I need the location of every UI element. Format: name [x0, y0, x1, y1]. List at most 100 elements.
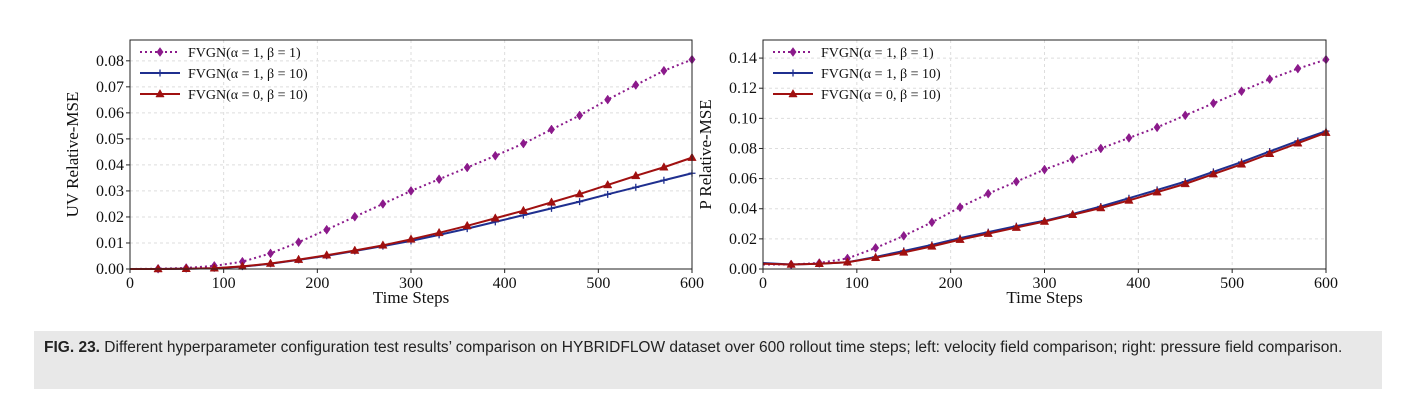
y-tick-label: 0.01 [96, 235, 124, 252]
series-0-point [984, 188, 992, 199]
series-1-point [660, 176, 668, 184]
series-1-point [604, 190, 612, 198]
series-0-point [1012, 176, 1020, 187]
series-2-point [1265, 148, 1275, 157]
y-axis-label: P Relative-MSE [696, 99, 715, 209]
legend-label-0: FVGN(α = 1, β = 1) [188, 46, 301, 61]
series-2-point [1039, 216, 1050, 225]
x-tick-label: 0 [759, 275, 767, 292]
x-tick-label: 100 [845, 275, 869, 292]
series-2-point [350, 245, 360, 254]
y-tick-label: 0.12 [729, 80, 757, 97]
legend-marker-1 [156, 69, 164, 77]
figure-charts: 0 100 200 300 400 500 600 0.00 0.01 0.02 0.03 0.04 0… [63, 39, 1338, 307]
x-tick-label: 300 [399, 275, 423, 292]
series-0-point [956, 202, 964, 213]
legend-marker-2 [788, 88, 798, 98]
legend-marker-2 [155, 88, 165, 98]
series-2-point [490, 213, 500, 222]
series-0-point [323, 224, 331, 235]
x-tick-label: 500 [586, 275, 610, 292]
series-2-point [1011, 222, 1021, 231]
series-1-point [632, 183, 640, 191]
series-0-point [660, 65, 668, 76]
series-2-point [434, 227, 444, 237]
series-0-point [547, 124, 556, 135]
series-1-point [576, 198, 584, 206]
x-axis-label: Time Steps [373, 288, 449, 307]
series-2-point [842, 257, 853, 266]
series-0-point [632, 80, 640, 90]
series-2-point [983, 228, 993, 237]
series-0-point [1069, 154, 1077, 164]
y-axis-label: UV Relative-MSE [63, 92, 82, 218]
series-2-point [870, 252, 881, 261]
series-0-point [463, 162, 471, 173]
series-2-point [181, 263, 191, 272]
y-tick-label: 0.14 [729, 50, 757, 67]
series-2-point [293, 254, 304, 263]
pressure-chart: 0 100 200 300 400 500 600 0.00 0.02 0.04 0.06 0.08 0… [696, 39, 1338, 307]
series-0-point [491, 150, 499, 161]
x-tick-label: 300 [1033, 275, 1057, 292]
legend-marker-0 [156, 47, 164, 57]
series-2-point [927, 241, 937, 250]
y-tick-label: 0.03 [96, 183, 124, 200]
series-0-point [435, 174, 443, 185]
x-tick-label: 600 [1314, 275, 1338, 292]
series-2-point [462, 220, 472, 230]
series-2-point [955, 234, 965, 243]
legend-marker-0 [789, 47, 797, 57]
legend-label-2: FVGN(α = 0, β = 10) [821, 88, 941, 103]
legend-label-1: FVGN(α = 1, β = 10) [821, 67, 941, 82]
series-2-point [631, 170, 641, 180]
x-tick-label: 200 [305, 275, 329, 292]
series-2-point [322, 250, 332, 259]
series-2-point [786, 259, 796, 268]
series-2-point [546, 197, 557, 206]
series-0-point [576, 110, 584, 121]
y-tick-label: 0.02 [96, 209, 124, 226]
y-tick-label: 0.00 [96, 261, 124, 278]
x-tick-label: 100 [212, 275, 236, 292]
series-0-point [379, 199, 387, 209]
series-0-point [1238, 86, 1246, 97]
y-tick-label: 0.08 [729, 140, 757, 157]
series-2-point [406, 234, 416, 243]
y-tick-label: 0.06 [96, 105, 124, 122]
y-tick-label: 0.06 [729, 171, 757, 188]
series-0-point [1153, 122, 1161, 133]
series-0-point [295, 237, 303, 248]
series-0-point [519, 138, 527, 149]
x-tick-label: 0 [126, 275, 134, 292]
series-0-point [604, 94, 612, 105]
series-0-point [1125, 132, 1133, 143]
caption-text: Different hyperparameter configuration t… [100, 339, 1343, 356]
series-2-point [814, 258, 824, 267]
series-2-point [1152, 187, 1162, 196]
x-tick-label: 400 [1126, 275, 1150, 292]
series-0-point [900, 230, 908, 241]
series-0-point [1294, 63, 1302, 74]
series-2-point [265, 258, 276, 267]
y-tick-label: 0.07 [96, 79, 124, 96]
x-tick-label: 200 [939, 275, 963, 292]
series-2-point [1180, 178, 1190, 188]
series-0-point [407, 186, 415, 196]
y-tick-label: 0.00 [729, 261, 757, 278]
legend-label-2: FVGN(α = 0, β = 10) [188, 88, 308, 103]
caption-label: FIG. 23. [44, 339, 100, 356]
y-tick-label: 0.05 [96, 131, 124, 148]
series-0-point [1266, 74, 1274, 85]
series-2-point [378, 240, 388, 249]
x-tick-label: 600 [680, 275, 704, 292]
series-0-point [1097, 143, 1105, 154]
figure-caption: FIG. 23. Different hyperparameter config… [34, 331, 1382, 389]
series-2-point [659, 162, 669, 171]
y-tick-label: 0.04 [96, 157, 124, 174]
y-tick-label: 0.08 [96, 53, 124, 70]
series-2-point [1208, 169, 1219, 178]
series-2-point [1068, 209, 1078, 219]
legend-marker-1 [789, 69, 797, 77]
series-2-point [603, 179, 613, 189]
